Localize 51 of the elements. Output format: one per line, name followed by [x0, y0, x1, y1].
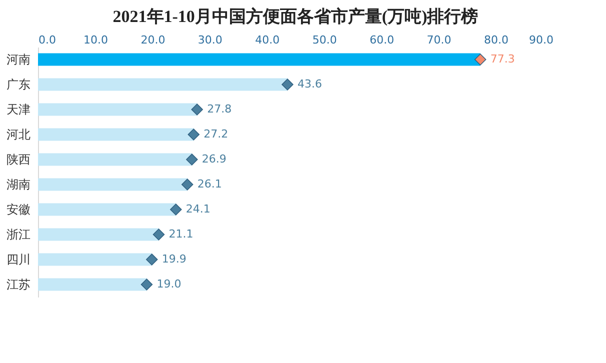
point [152, 228, 165, 240]
y-tick-label: 河南 [6, 52, 30, 66]
data-label: 26.9 [202, 152, 226, 166]
x-tick-label: 30.0 [198, 34, 222, 46]
y-tick-label: 四川 [6, 252, 30, 266]
bar [38, 178, 188, 191]
y-tick-label: 浙江 [6, 228, 30, 242]
point [188, 128, 200, 140]
data-label: 19.0 [156, 278, 182, 290]
x-tick-label: 0.0 [38, 34, 56, 46]
bar [38, 128, 194, 141]
bar [38, 203, 176, 216]
data-label: 26.1 [197, 178, 222, 190]
y-tick-label: 天津 [6, 102, 30, 116]
y-tick-label: 陕西 [6, 152, 30, 166]
point [140, 278, 153, 290]
y-tick-label: 安徽 [6, 202, 30, 216]
bar [38, 53, 480, 66]
bar [38, 278, 147, 291]
point [146, 254, 158, 266]
data-label: 27.8 [207, 102, 232, 116]
y-tick-label: 河北 [6, 128, 30, 142]
data-label: 27.2 [204, 128, 228, 140]
x-tick-label: 60.0 [370, 34, 394, 46]
x-tick-label: 80.0 [484, 34, 509, 46]
point [282, 78, 294, 90]
x-tick-label: 40.0 [255, 34, 280, 46]
data-label: 77.3 [490, 52, 515, 66]
bar [38, 78, 288, 91]
point [170, 204, 182, 216]
bar [38, 253, 152, 266]
point [474, 54, 486, 66]
point [186, 154, 198, 166]
data-label: 43.6 [297, 78, 322, 90]
bar [38, 153, 192, 166]
x-tick-label: 10.0 [83, 34, 108, 46]
x-tick-label: 50.0 [312, 34, 337, 46]
data-label: 24.1 [186, 202, 210, 216]
x-tick-label: 90.0 [529, 34, 554, 46]
y-tick-label: 湖南 [6, 178, 30, 192]
data-label: 19.9 [162, 252, 186, 266]
point [181, 178, 194, 190]
y-tick-label: 江苏 [6, 278, 30, 292]
bar [38, 103, 198, 116]
chart-title: 2021年1-10月中国方便面各省市产量(万吨)排行榜 [112, 7, 478, 26]
y-tick-label: 广东 [6, 78, 30, 92]
data-label: 21.1 [168, 228, 194, 240]
x-tick-label: 20.0 [140, 34, 166, 46]
point [191, 104, 203, 116]
x-tick-label: 70.0 [426, 34, 452, 46]
bar [38, 228, 159, 241]
